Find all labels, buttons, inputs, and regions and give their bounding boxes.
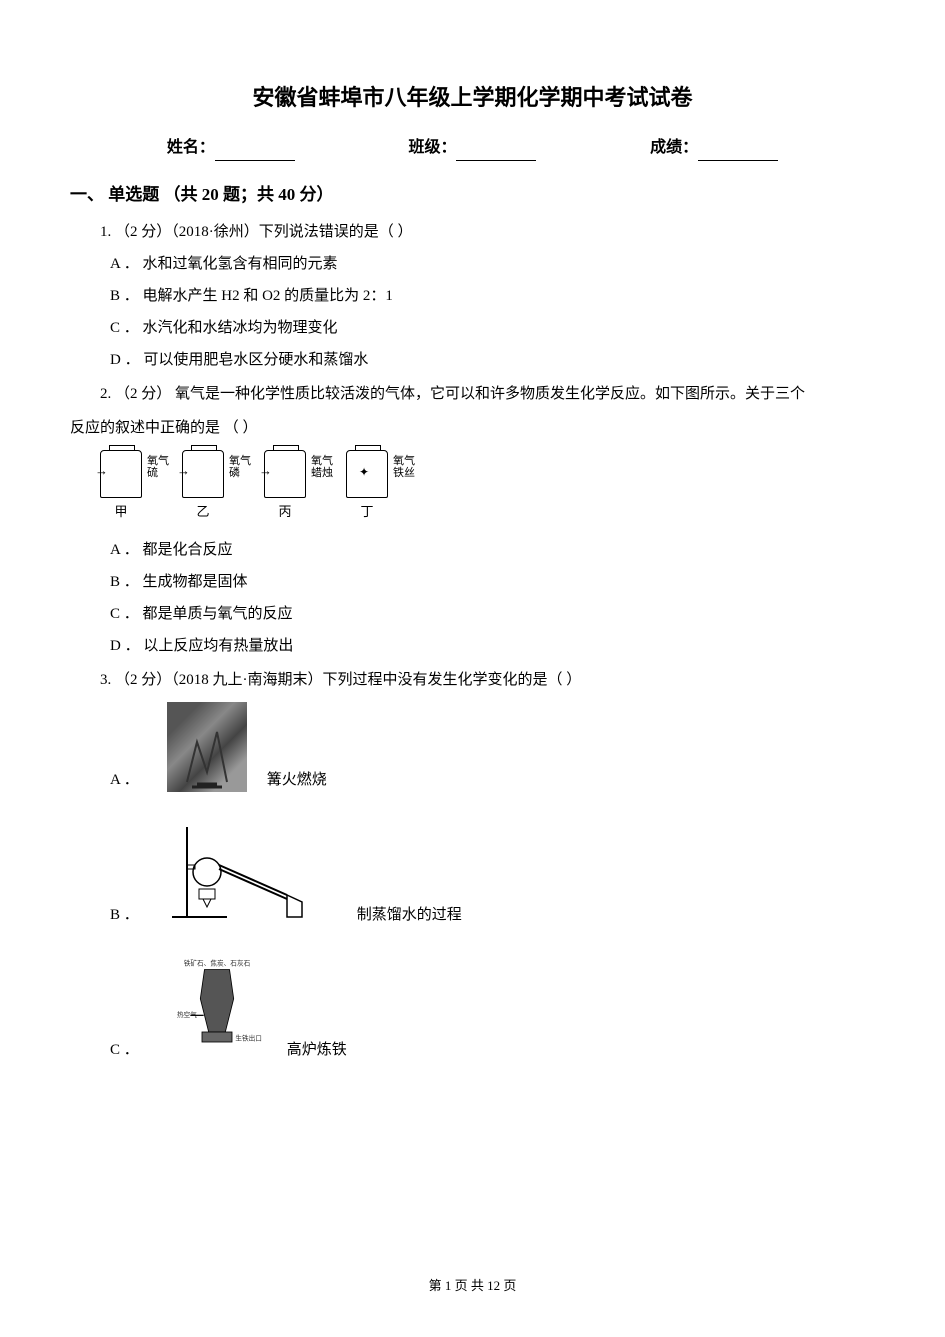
- q2-stem-line1: 2. （2 分） 氧气是一种化学性质比较活泼的气体，它可以和许多物质发生化学反应…: [100, 382, 875, 406]
- diagram-yi: 氧气磷 → 乙: [182, 450, 224, 523]
- q1-stem: 1. （2 分）（2018·徐州）下列说法错误的是（ ）: [100, 220, 875, 244]
- class-blank: [456, 143, 536, 161]
- name-blank: [215, 143, 295, 161]
- q3-option-a: A ． 篝火燃烧: [70, 702, 875, 792]
- blast-furnace-image: 铁矿石、焦炭、石灰石 热空气 生铁出口: [167, 952, 267, 1062]
- q3-c-text: 高炉炼铁: [287, 1038, 347, 1062]
- q3-c-letter: C ．: [110, 1038, 139, 1062]
- svg-text:铁矿石、焦炭、石灰石: 铁矿石、焦炭、石灰石: [183, 958, 250, 967]
- page-footer: 第 1 页 共 12 页: [0, 1276, 945, 1297]
- diagram-ding-label: 丁: [360, 502, 373, 523]
- class-label: 班级：: [408, 139, 456, 156]
- bonfire-image: [167, 702, 247, 792]
- q1-option-a: A ． 水和过氧化氢含有相同的元素: [100, 252, 875, 276]
- score-label: 成绩：: [650, 139, 698, 156]
- q2-options: A ． 都是化合反应 B ． 生成物都是固体 C ． 都是单质与氧气的反应 D …: [70, 538, 875, 658]
- diagram-jia-label: 甲: [114, 502, 127, 523]
- svg-text:热空气: 热空气: [177, 1010, 197, 1019]
- q1-option-d: D ． 可以使用肥皂水区分硬水和蒸馏水: [100, 348, 875, 372]
- q3-option-b: B ． 制蒸馏水的过程: [70, 817, 875, 927]
- distillation-image: [167, 817, 337, 927]
- score-blank: [698, 143, 778, 161]
- diagram-bing-label: 丙: [278, 502, 291, 523]
- q3-b-letter: B ．: [110, 903, 139, 927]
- exam-title: 安徽省蚌埠市八年级上学期化学期中考试试卷: [70, 80, 875, 115]
- header-fields: 姓名： 班级： 成绩：: [70, 135, 875, 161]
- name-label: 姓名：: [167, 139, 215, 156]
- name-field: 姓名：: [167, 135, 295, 161]
- q3-a-letter: A ．: [110, 768, 139, 792]
- diagram-jia: 氧气硫 → 甲: [100, 450, 142, 523]
- diagram-ding: 氧气铁丝 ✦ 丁: [346, 450, 388, 523]
- q3-stem: 3. （2 分）（2018 九上·南海期末）下列过程中没有发生化学变化的是（ ）: [100, 668, 875, 692]
- q3-b-text: 制蒸馏水的过程: [357, 903, 462, 927]
- q1-option-b: B ． 电解水产生 H2 和 O2 的质量比为 2：1: [100, 284, 875, 308]
- question-2: 2. （2 分） 氧气是一种化学性质比较活泼的气体，它可以和许多物质发生化学反应…: [70, 382, 875, 406]
- question-1: 1. （2 分）（2018·徐州）下列说法错误的是（ ） A ． 水和过氧化氢含…: [70, 220, 875, 372]
- diagram-yi-label: 乙: [196, 502, 209, 523]
- q2-option-d: D ． 以上反应均有热量放出: [100, 634, 875, 658]
- question-3: 3. （2 分）（2018 九上·南海期末）下列过程中没有发生化学变化的是（ ）: [70, 668, 875, 692]
- q1-option-c: C ． 水汽化和水结冰均为物理变化: [100, 316, 875, 340]
- q2-option-a: A ． 都是化合反应: [100, 538, 875, 562]
- q2-option-c: C ． 都是单质与氧气的反应: [100, 602, 875, 626]
- section-1-header: 一、 单选题 （共 20 题；共 40 分）: [70, 181, 875, 208]
- q3-a-text: 篝火燃烧: [267, 768, 327, 792]
- diagram-bing: 氧气蜡烛 → 丙: [264, 450, 306, 523]
- class-field: 班级：: [408, 135, 536, 161]
- q2-diagrams: 氧气硫 → 甲 氧气磷 → 乙 氧气蜡烛 → 丙 氧气铁丝 ✦ 丁: [70, 450, 875, 523]
- q3-option-c: C ． 铁矿石、焦炭、石灰石 热空气 生铁出口 高炉炼铁: [70, 952, 875, 1062]
- q2-stem-line2: 反应的叙述中正确的是 （ ）: [70, 416, 875, 440]
- score-field: 成绩：: [650, 135, 778, 161]
- q2-option-b: B ． 生成物都是固体: [100, 570, 875, 594]
- svg-text:生铁出口: 生铁出口: [235, 1033, 262, 1042]
